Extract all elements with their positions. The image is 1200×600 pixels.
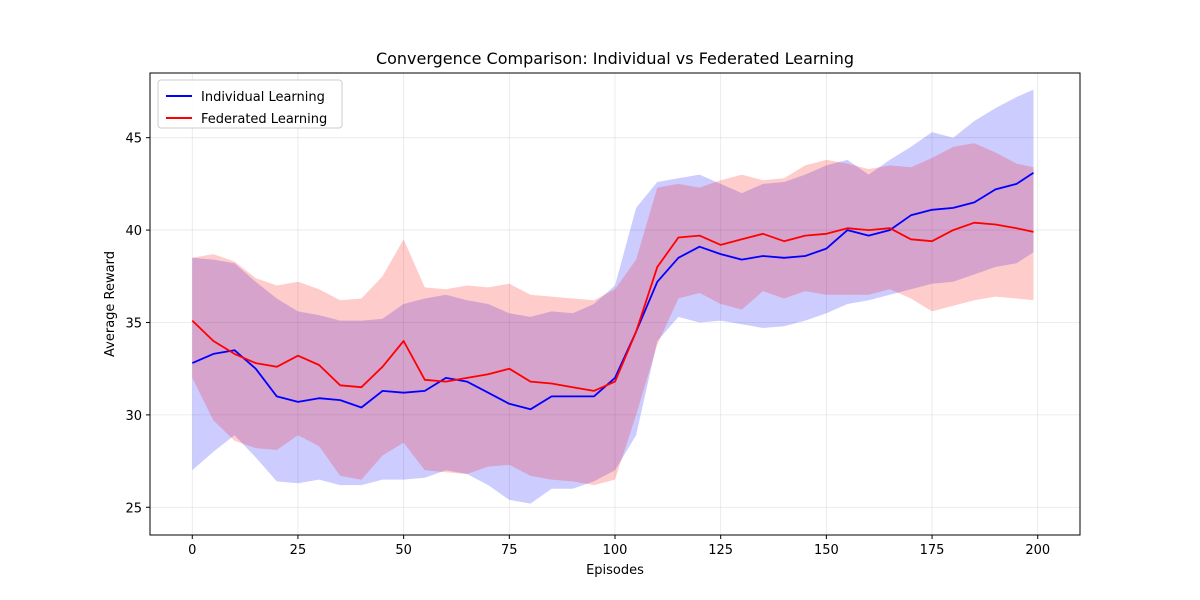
series-line-0: [191, 172, 1034, 411]
grid: [150, 73, 1080, 535]
x-tick-label: 100: [603, 543, 628, 558]
y-axis-ticks: 25 30 35 40 45: [125, 132, 150, 516]
x-axis-label: Episodes: [586, 563, 644, 578]
y-tick-label: 40: [125, 224, 142, 239]
confidence-bands: [192, 89, 1034, 504]
band-0: [192, 89, 1034, 504]
legend-label-0: Individual Learning: [201, 90, 325, 105]
x-tick-label: 200: [1025, 543, 1050, 558]
series-lines: [191, 172, 1034, 411]
x-tick-label: 50: [395, 543, 412, 558]
x-tick-label: 75: [501, 543, 518, 558]
x-tick-label: 0: [188, 543, 196, 558]
chart-title: Convergence Comparison: Individual vs Fe…: [376, 49, 854, 68]
series-line-1: [191, 221, 1034, 392]
x-tick-label: 175: [920, 543, 945, 558]
x-tick-label: 25: [290, 543, 307, 558]
y-tick-label: 45: [125, 132, 142, 147]
y-tick-label: 30: [125, 409, 142, 424]
legend: Individual Learning Federated Learning: [157, 79, 343, 129]
y-tick-label: 35: [125, 316, 142, 331]
y-axis-label: Average Reward: [103, 251, 118, 357]
legend-label-1: Federated Learning: [201, 112, 327, 127]
band-1: [192, 143, 1034, 486]
y-tick-label: 25: [125, 501, 142, 516]
x-axis-ticks: 0 25 50 75 100 125 150 175 200: [188, 535, 1050, 558]
x-tick-label: 125: [708, 543, 733, 558]
legend-box: [157, 79, 343, 129]
x-tick-label: 150: [814, 543, 839, 558]
